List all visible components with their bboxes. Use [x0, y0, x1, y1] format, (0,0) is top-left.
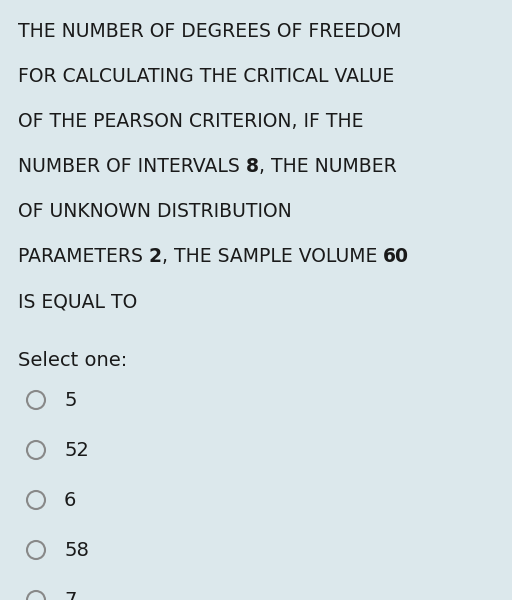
Text: 6: 6 — [64, 491, 76, 509]
Text: 60: 60 — [383, 247, 409, 266]
Text: 5: 5 — [64, 391, 76, 409]
Text: 2: 2 — [149, 247, 162, 266]
Text: OF THE PEARSON CRITERION, IF THE: OF THE PEARSON CRITERION, IF THE — [18, 112, 364, 131]
Text: , THE NUMBER: , THE NUMBER — [259, 157, 396, 176]
Text: FOR CALCULATING THE CRITICAL VALUE: FOR CALCULATING THE CRITICAL VALUE — [18, 67, 394, 86]
Text: OF UNKNOWN DISTRIBUTION: OF UNKNOWN DISTRIBUTION — [18, 202, 292, 221]
Text: Select one:: Select one: — [18, 350, 127, 370]
Text: PARAMETERS: PARAMETERS — [18, 247, 149, 266]
Text: 58: 58 — [64, 541, 89, 559]
Text: 7: 7 — [64, 590, 76, 600]
Text: IS EQUAL TO: IS EQUAL TO — [18, 292, 137, 311]
Text: , THE SAMPLE VOLUME: , THE SAMPLE VOLUME — [162, 247, 383, 266]
Text: 8: 8 — [246, 157, 259, 176]
Text: THE NUMBER OF DEGREES OF FREEDOM: THE NUMBER OF DEGREES OF FREEDOM — [18, 22, 401, 41]
Text: 52: 52 — [64, 440, 89, 460]
Text: NUMBER OF INTERVALS: NUMBER OF INTERVALS — [18, 157, 246, 176]
